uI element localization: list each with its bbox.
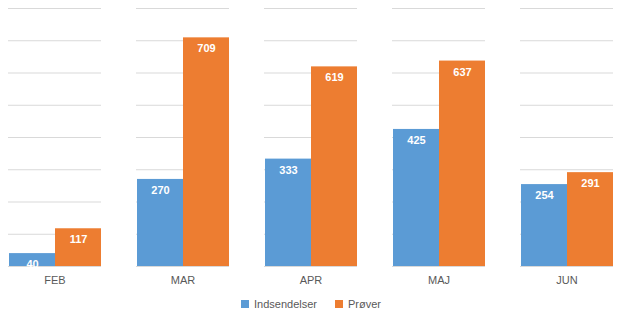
svg-text:MAJ: MAJ xyxy=(428,274,450,286)
svg-text:JUN: JUN xyxy=(556,274,577,286)
svg-text:APR: APR xyxy=(300,274,323,286)
svg-text:333: 333 xyxy=(279,164,297,176)
svg-text:637: 637 xyxy=(453,66,471,78)
html-text:Prøver: Prøver xyxy=(348,298,381,310)
svg-text:254: 254 xyxy=(535,189,554,201)
svg-text:MAR: MAR xyxy=(171,274,196,286)
svg-text:291: 291 xyxy=(581,177,599,189)
svg-text:FEB: FEB xyxy=(44,274,65,286)
svg-text:425: 425 xyxy=(407,134,425,146)
svg-text:117: 117 xyxy=(70,233,88,245)
html-text:Indsendelser: Indsendelser xyxy=(254,298,317,310)
svg-text:619: 619 xyxy=(325,71,343,83)
svg-text:709: 709 xyxy=(197,42,215,54)
svg-text:40: 40 xyxy=(26,258,38,270)
svg-text:270: 270 xyxy=(151,184,169,196)
